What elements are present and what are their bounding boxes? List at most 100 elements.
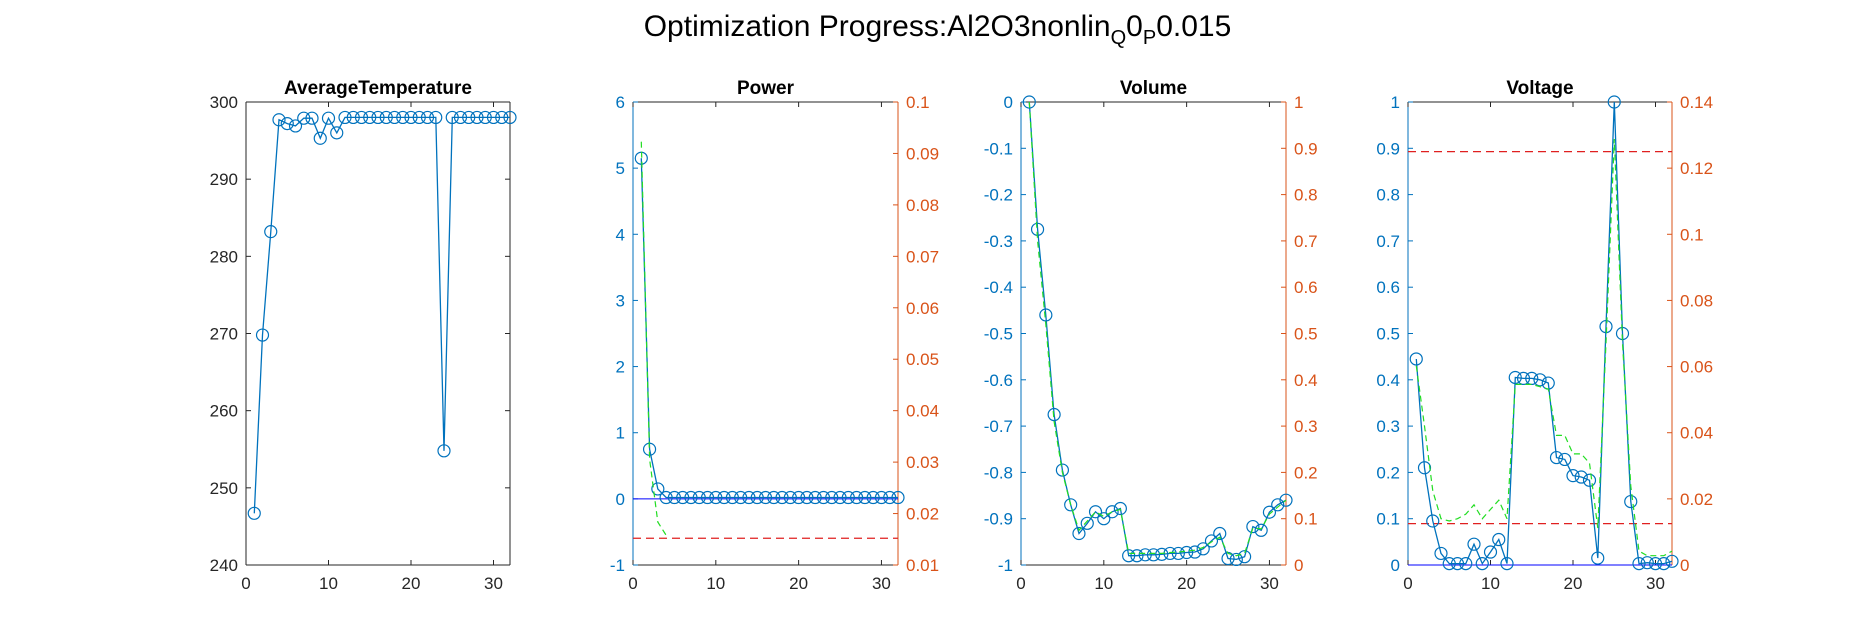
data-point-marker	[288, 119, 303, 133]
data-point-marker	[849, 490, 864, 505]
data-point-marker	[1500, 557, 1514, 571]
y-tick-label-left: -0.8	[984, 463, 1013, 482]
data-point-marker	[1566, 469, 1580, 483]
y-tick-label-left: -0.7	[984, 417, 1013, 436]
y-tick-label-right: 0.04	[1680, 424, 1713, 443]
y-tick-label-left: -0.1	[984, 139, 1013, 158]
data-point-marker	[1088, 505, 1103, 519]
chart-title: AverageTemperature	[284, 78, 472, 99]
data-point-marker	[396, 110, 410, 125]
y-tick-label-left: 2	[616, 358, 625, 377]
data-point-marker	[1204, 534, 1219, 548]
y-tick-label-right: 0.09	[906, 144, 939, 163]
data-point-marker	[330, 126, 344, 140]
y-tick-label-left: 0.6	[1376, 278, 1400, 297]
data-point-marker	[1055, 463, 1070, 477]
data-point-marker	[709, 490, 723, 505]
chart-title: Power	[737, 78, 795, 99]
data-point-marker	[1574, 470, 1588, 484]
data-point-marker	[1516, 371, 1531, 386]
y-tick-label-right: 0.8	[1294, 186, 1318, 205]
data-point-marker	[1483, 545, 1498, 559]
y-tick-label-left: 0.5	[1376, 325, 1400, 344]
data-point-marker	[891, 490, 905, 505]
data-point-marker	[667, 490, 682, 505]
data-point-marker	[462, 110, 476, 125]
data-point-marker	[1171, 546, 1185, 561]
data-point-marker	[1138, 548, 1152, 562]
data-point-marker	[1072, 526, 1086, 541]
series-line-estimate	[1415, 138, 1673, 557]
data-point-marker	[1492, 532, 1506, 547]
x-tick-label: 30	[1260, 574, 1279, 593]
data-point-marker	[825, 490, 839, 505]
data-point-marker	[437, 444, 451, 458]
x-tick-label: 20	[1564, 574, 1583, 593]
x-tick-label: 20	[402, 574, 421, 593]
y-tick-label-right: 0.6	[1294, 278, 1318, 297]
y-tick-label-left: 0.1	[1376, 510, 1400, 529]
y-tick-label-left: -1	[998, 556, 1013, 575]
data-point-marker	[1525, 371, 1539, 386]
data-point-marker	[247, 506, 261, 520]
data-point-marker	[1180, 545, 1194, 560]
y-tick-label-right: 0.04	[906, 402, 939, 421]
data-point-marker	[1624, 494, 1638, 509]
y-tick-label-left: 5	[616, 159, 625, 178]
data-point-marker	[1105, 505, 1119, 519]
data-point-marker	[1665, 554, 1679, 568]
series-line	[1028, 101, 1287, 561]
data-point-marker	[1648, 557, 1663, 571]
data-point-marker	[255, 328, 270, 342]
data-point-marker	[264, 225, 278, 239]
y-tick-label-left: -0.9	[984, 510, 1013, 529]
y-tick-label-right: 0.02	[1680, 490, 1713, 509]
data-point-marker	[470, 110, 484, 125]
data-point-marker	[700, 490, 715, 505]
data-point-marker	[305, 111, 319, 125]
data-point-marker	[725, 490, 739, 505]
data-point-marker	[1146, 548, 1161, 562]
y-tick-label-left: 270	[210, 325, 238, 344]
data-point-marker	[1271, 498, 1285, 512]
data-point-marker	[676, 490, 690, 505]
figure-title-end: 0.015	[1156, 10, 1232, 43]
x-tick-label: 10	[1481, 574, 1500, 593]
x-tick-label: 10	[1094, 574, 1113, 593]
chart-title: Volume	[1120, 78, 1187, 99]
y-tick-label-right: 0.08	[1680, 291, 1713, 310]
data-point-marker	[313, 131, 327, 145]
data-point-marker	[1508, 370, 1522, 385]
x-tick-label: 0	[1016, 574, 1025, 593]
data-point-marker	[717, 490, 731, 505]
data-point-marker	[1549, 450, 1564, 465]
data-point-marker	[808, 490, 822, 505]
data-point-marker	[486, 110, 501, 125]
y-tick-label-left: 0.9	[1376, 139, 1400, 158]
x-tick-label: 20	[1177, 574, 1196, 593]
series-line-estimate	[1028, 101, 1287, 557]
data-point-marker	[371, 110, 385, 125]
data-point-marker	[750, 490, 764, 505]
data-point-marker	[659, 490, 673, 505]
y-tick-label-right: 0.06	[906, 299, 939, 318]
data-point-marker	[1080, 516, 1094, 530]
data-point-marker	[1279, 493, 1293, 507]
data-point-marker	[841, 490, 855, 505]
data-point-marker	[742, 490, 756, 505]
data-point-marker	[833, 490, 847, 505]
y-tick-label-right: 0.03	[906, 453, 939, 472]
data-point-marker	[1434, 546, 1448, 561]
y-tick-label-left: 1	[1391, 93, 1400, 112]
data-point-marker	[1113, 501, 1127, 516]
y-tick-label-left: 1	[616, 424, 625, 443]
y-tick-label-right: 0.12	[1680, 159, 1713, 178]
figure-title-mid: 0	[1126, 10, 1143, 43]
y-tick-label-left: 0.2	[1376, 463, 1400, 482]
data-point-marker	[387, 110, 402, 125]
series-line	[253, 116, 510, 514]
y-tick-label-left: 0.3	[1376, 417, 1400, 436]
x-tick-label: 0	[1403, 574, 1412, 593]
data-point-marker	[321, 111, 336, 125]
y-tick-label-left: 6	[616, 93, 625, 112]
